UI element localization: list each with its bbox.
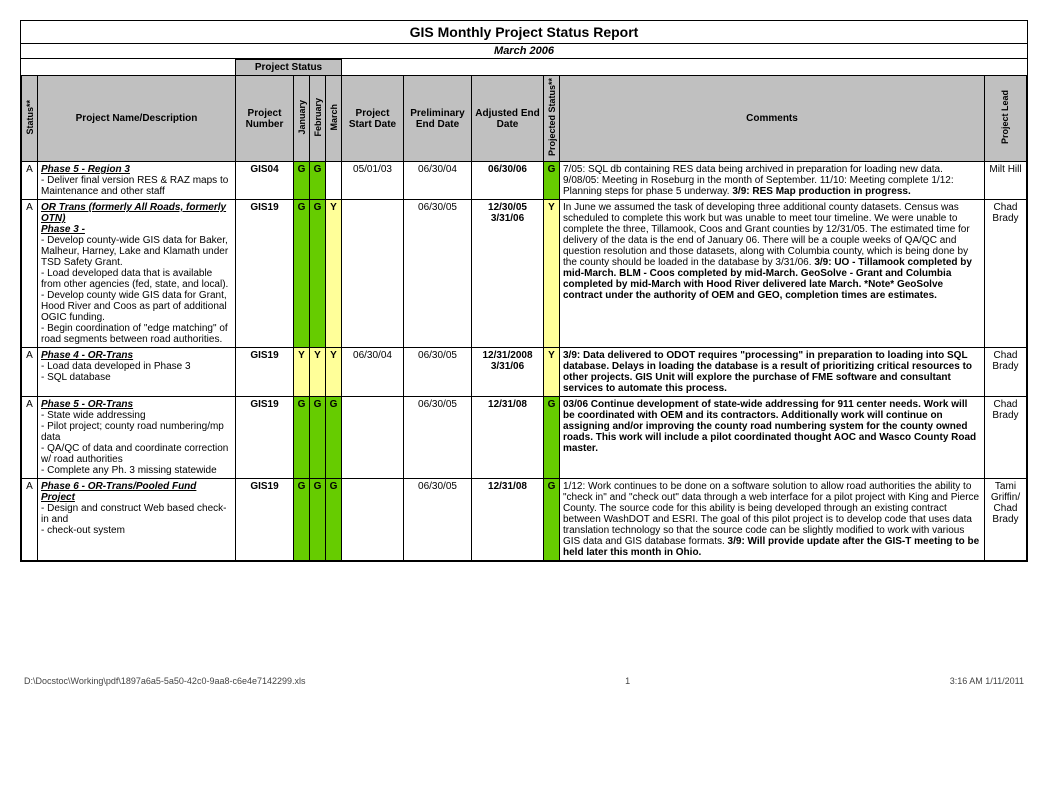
cell-prelim: 06/30/05 <box>404 200 472 348</box>
cell-jan: G <box>294 200 310 348</box>
cell-jan: G <box>294 479 310 561</box>
cell-startdt: 06/30/04 <box>342 348 404 397</box>
cell-prelim: 06/30/05 <box>404 397 472 479</box>
cell-feb: Y <box>310 348 326 397</box>
footer-stamp: 3:16 AM 1/11/2011 <box>950 676 1024 686</box>
table-row: APhase 5 - Region 3 - Deliver final vers… <box>22 162 1027 200</box>
cell-comments: In June we assumed the task of developin… <box>560 200 985 348</box>
cell-prelim: 06/30/05 <box>404 348 472 397</box>
cell-lead: Chad Brady <box>984 348 1026 397</box>
cell-feb: G <box>310 479 326 561</box>
hdr-adjend: Adjusted End Date <box>472 76 544 162</box>
cell-feb: G <box>310 200 326 348</box>
cell-adjend: 12/31/08 <box>472 397 544 479</box>
cell-lead: Chad Brady <box>984 200 1026 348</box>
cell-lead: Tami Griffin/ Chad Brady <box>984 479 1026 561</box>
column-header-row: Status** Project Name/Description Projec… <box>22 76 1027 162</box>
cell-desc: OR Trans (formerly All Roads, formerly O… <box>38 200 236 348</box>
cell-mar: G <box>326 479 342 561</box>
cell-status: A <box>22 348 38 397</box>
cell-startdt <box>342 200 404 348</box>
cell-startdt <box>342 397 404 479</box>
cell-adjend: 12/31/20083/31/06 <box>472 348 544 397</box>
hdr-comments: Comments <box>560 76 985 162</box>
cell-projnum: GIS04 <box>236 162 294 200</box>
cell-prelim: 06/30/04 <box>404 162 472 200</box>
cell-comments: 03/06 Continue development of state-wide… <box>560 397 985 479</box>
hdr-mar: March <box>326 76 342 162</box>
hdr-startdt: Project Start Date <box>342 76 404 162</box>
group-header-row: Project Status <box>22 60 1027 76</box>
table-row: APhase 4 - OR-Trans - Load data develope… <box>22 348 1027 397</box>
hdr-desc: Project Name/Description <box>38 76 236 162</box>
cell-startdt: 05/01/03 <box>342 162 404 200</box>
cell-desc: Phase 6 - OR-Trans/Pooled Fund Project -… <box>38 479 236 561</box>
report-container: GIS Monthly Project Status Report March … <box>20 20 1028 562</box>
cell-desc: Phase 5 - Region 3 - Deliver final versi… <box>38 162 236 200</box>
cell-pstatus: G <box>544 479 560 561</box>
hdr-pstatus: Projected Status** <box>544 76 560 162</box>
hdr-prelim: Preliminary End Date <box>404 76 472 162</box>
table-row: AOR Trans (formerly All Roads, formerly … <box>22 200 1027 348</box>
cell-lead: Milt Hill <box>984 162 1026 200</box>
project-status-group-header: Project Status <box>236 60 342 76</box>
table-row: APhase 6 - OR-Trans/Pooled Fund Project … <box>22 479 1027 561</box>
cell-jan: G <box>294 162 310 200</box>
cell-projnum: GIS19 <box>236 397 294 479</box>
cell-status: A <box>22 479 38 561</box>
status-table: Project Status Status** Project Name/Des… <box>21 59 1027 561</box>
cell-jan: G <box>294 397 310 479</box>
cell-status: A <box>22 200 38 348</box>
footer-path: D:\Docstoc\Working\pdf\1897a6a5-5a50-42c… <box>24 676 306 686</box>
cell-projnum: GIS19 <box>236 348 294 397</box>
cell-mar: Y <box>326 200 342 348</box>
page-footer: D:\Docstoc\Working\pdf\1897a6a5-5a50-42c… <box>20 672 1028 686</box>
cell-pstatus: G <box>544 162 560 200</box>
hdr-projnum: Project Number <box>236 76 294 162</box>
cell-jan: Y <box>294 348 310 397</box>
cell-projnum: GIS19 <box>236 479 294 561</box>
cell-prelim: 06/30/05 <box>404 479 472 561</box>
cell-status: A <box>22 162 38 200</box>
cell-pstatus: G <box>544 397 560 479</box>
cell-pstatus: Y <box>544 348 560 397</box>
cell-projnum: GIS19 <box>236 200 294 348</box>
cell-feb: G <box>310 162 326 200</box>
hdr-status: Status** <box>22 76 38 162</box>
cell-desc: Phase 4 - OR-Trans - Load data developed… <box>38 348 236 397</box>
table-body: APhase 5 - Region 3 - Deliver final vers… <box>22 162 1027 561</box>
footer-page: 1 <box>625 676 630 686</box>
cell-comments: 1/12: Work continues to be done on a sof… <box>560 479 985 561</box>
table-row: APhase 5 - OR-Trans - State wide address… <box>22 397 1027 479</box>
cell-status: A <box>22 397 38 479</box>
cell-mar: Y <box>326 348 342 397</box>
cell-lead: Chad Brady <box>984 397 1026 479</box>
cell-mar: G <box>326 397 342 479</box>
cell-pstatus: Y <box>544 200 560 348</box>
cell-mar <box>326 162 342 200</box>
cell-adjend: 12/30/053/31/06 <box>472 200 544 348</box>
cell-feb: G <box>310 397 326 479</box>
report-subtitle: March 2006 <box>21 44 1027 59</box>
cell-adjend: 12/31/08 <box>472 479 544 561</box>
hdr-jan: January <box>294 76 310 162</box>
cell-desc: Phase 5 - OR-Trans - State wide addressi… <box>38 397 236 479</box>
cell-adjend: 06/30/06 <box>472 162 544 200</box>
report-title: GIS Monthly Project Status Report <box>21 21 1027 44</box>
cell-comments: 3/9: Data delivered to ODOT requires "pr… <box>560 348 985 397</box>
cell-comments: 7/05: SQL db containing RES data being a… <box>560 162 985 200</box>
hdr-lead: Project Lead <box>984 76 1026 162</box>
hdr-feb: February <box>310 76 326 162</box>
cell-startdt <box>342 479 404 561</box>
